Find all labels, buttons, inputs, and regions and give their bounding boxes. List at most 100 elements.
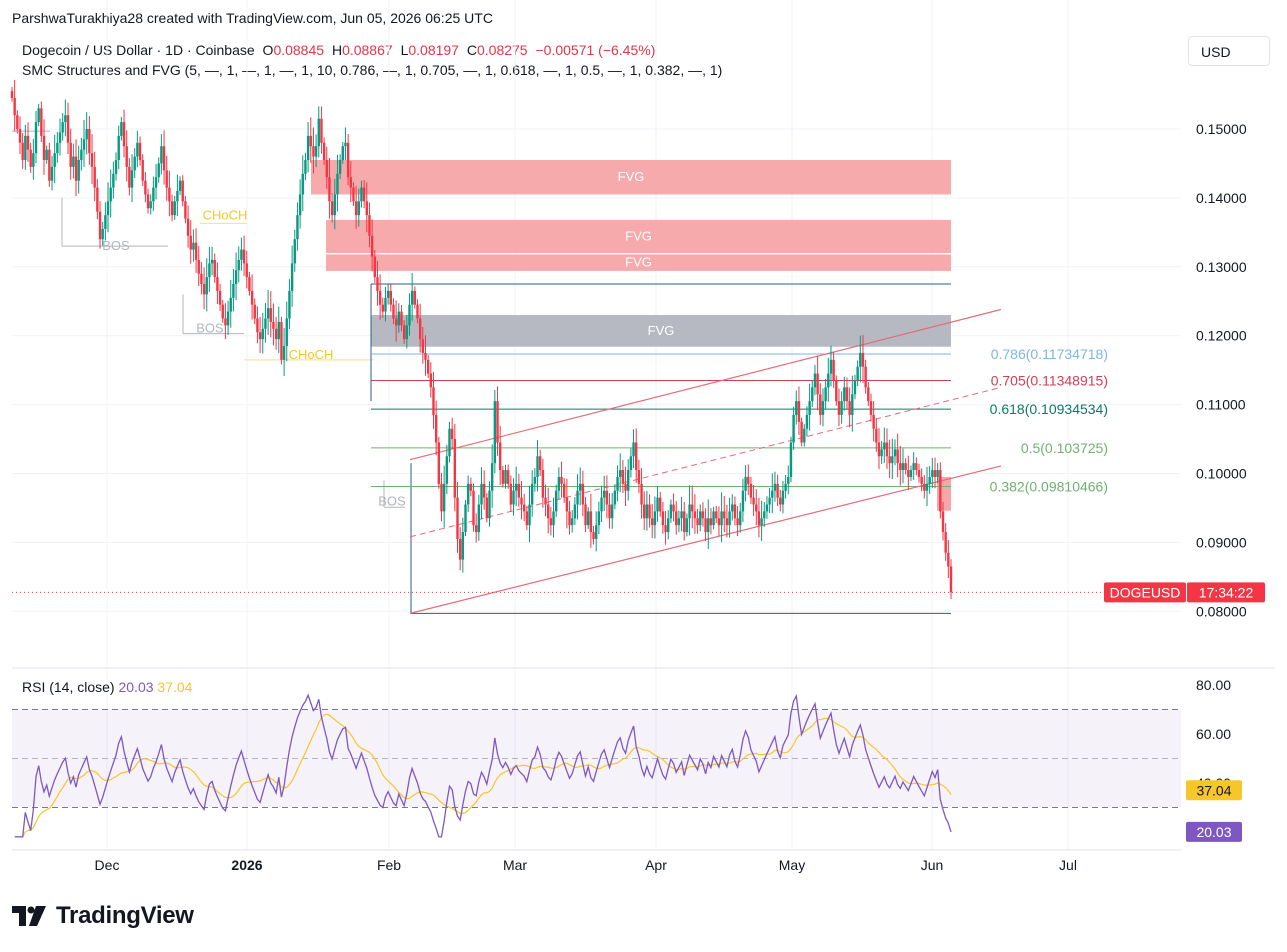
candle-body: [384, 297, 387, 312]
candle-body: [803, 428, 806, 443]
low-label: L: [400, 42, 409, 58]
candle-body: [629, 456, 633, 471]
candle-body: [669, 504, 673, 519]
candle-body: [104, 215, 107, 229]
candle-body: [883, 442, 886, 450]
close-label: C: [466, 42, 477, 58]
fvg-zone: [311, 160, 951, 195]
candle-body: [525, 511, 529, 526]
candle-body: [781, 490, 785, 505]
tradingview-logo[interactable]: TradingView: [12, 902, 194, 930]
time-tick-label: May: [779, 857, 805, 873]
candle-body: [899, 463, 902, 471]
candle-body: [277, 321, 280, 340]
brand-name: TradingView: [56, 902, 194, 929]
candle-body: [368, 215, 371, 236]
candle-body: [117, 135, 120, 161]
symbol-name[interactable]: Dogecoin / US Dollar · 1D · Coinbase: [22, 42, 255, 58]
candle-body: [293, 239, 296, 264]
open-value: 0.08845: [273, 42, 325, 58]
candle-body: [661, 511, 665, 526]
candle-body: [208, 263, 211, 278]
fvg-label: FVG: [625, 255, 652, 270]
candle-body: [448, 428, 451, 457]
candle-body: [941, 511, 945, 533]
candle-body: [464, 504, 467, 533]
candle-body: [869, 401, 873, 415]
candle-body: [344, 142, 347, 147]
candle-body: [445, 456, 449, 484]
candle-body: [867, 387, 870, 402]
candle-body: [909, 470, 913, 477]
candle-body: [157, 163, 160, 178]
candle-body: [290, 263, 294, 291]
candle-body: [245, 263, 248, 278]
candle-body: [757, 511, 761, 526]
candle-body: [704, 518, 707, 533]
candle-body: [843, 387, 846, 402]
candle-body: [202, 284, 206, 295]
candle-body: [707, 518, 710, 533]
rsi-ma-tag-label: 37.04: [1196, 782, 1231, 798]
price-axis[interactable]: 0.15000 0.14000 0.13000 0.12000 0.11000 0.100…: [1104, 121, 1265, 619]
candle-body: [424, 352, 427, 360]
rsi-title: RSI (14, close): [22, 679, 115, 695]
candle-body: [760, 518, 763, 526]
candle-body: [587, 511, 590, 526]
candle-body: [861, 352, 865, 367]
candle-body: [61, 122, 64, 133]
indicator-legend[interactable]: SMC Structures and FVG (5, —, 1, —, 1, —…: [22, 62, 723, 78]
candle-body: [320, 118, 323, 143]
candle-body: [34, 122, 38, 154]
candle-body: [648, 504, 651, 519]
fvg-zone: [326, 219, 951, 254]
candle-body: [130, 170, 134, 188]
candle-body: [576, 490, 579, 505]
candle-body: [186, 218, 190, 236]
time-axis[interactable]: Dec 2026 Feb Mar Apr May Jun Jul: [95, 857, 1077, 873]
time-tick-label: Dec: [95, 857, 120, 873]
candle-body: [864, 366, 867, 388]
candle-body: [378, 290, 382, 305]
candle-body: [96, 187, 99, 212]
candle-body: [747, 476, 750, 484]
structure-label: BOS: [196, 321, 224, 336]
candle-body: [18, 129, 22, 143]
candle-body: [354, 201, 358, 216]
candle-body: [504, 470, 507, 484]
candle-body: [256, 318, 259, 333]
candle-body: [306, 135, 310, 161]
candle-body: [896, 449, 899, 464]
candle-body: [82, 139, 86, 150]
candle-body: [498, 442, 502, 471]
candle-body: [434, 414, 438, 443]
candle-body: [853, 380, 857, 395]
candle-body: [530, 483, 534, 505]
candle-body: [859, 352, 862, 367]
candle-body: [64, 115, 67, 123]
candle-body: [237, 259, 240, 271]
candle-body: [885, 442, 889, 457]
candle-body: [136, 142, 139, 157]
fvg-zone-recent: [937, 476, 951, 511]
price-tick-label: 0.11000: [1196, 397, 1246, 413]
candle-body: [109, 187, 112, 202]
candle-body: [600, 497, 603, 512]
time-tick-label: Jul: [1059, 857, 1077, 873]
candle-body: [851, 394, 854, 415]
channel-mid: [409, 386, 1002, 538]
candle-body: [160, 146, 163, 164]
candle-body: [811, 387, 814, 402]
candle-body: [816, 373, 819, 395]
currency-button[interactable]: USD: [1188, 36, 1270, 66]
candle-body: [720, 511, 723, 526]
candle-body: [432, 387, 435, 415]
candle-body: [421, 339, 425, 353]
candle-body: [357, 201, 360, 216]
rsi-tag-label: 20.03: [1196, 824, 1231, 840]
candle-body: [827, 373, 830, 388]
rsi-legend[interactable]: RSI (14, close) 20.03 37.04: [22, 679, 192, 695]
candle-body: [688, 504, 691, 519]
